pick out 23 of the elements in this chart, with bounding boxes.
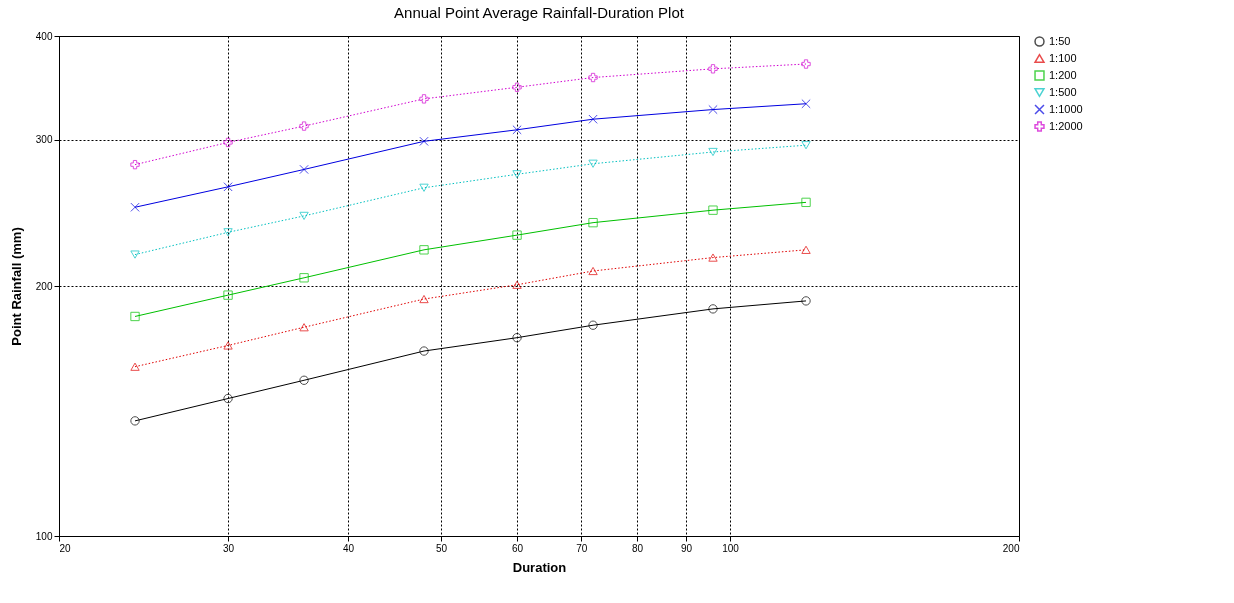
x-tick-label: 50 bbox=[435, 542, 448, 554]
x-tick-label: 90 bbox=[681, 542, 693, 554]
legend-label: 1:100 bbox=[1049, 51, 1077, 64]
legend-label: 1:1000 bbox=[1049, 102, 1083, 115]
chart-title: Annual Point Average Rainfall-Duration Plot bbox=[394, 4, 685, 21]
x-tick-label: 70 bbox=[576, 542, 588, 554]
y-axis-title: Point Rainfall (mm) bbox=[8, 227, 24, 346]
x-tick-label: 100 bbox=[722, 542, 740, 554]
x-tick-label: 60 bbox=[511, 542, 524, 554]
legend-label: 1:500 bbox=[1049, 85, 1077, 98]
x-tick-label: 30 bbox=[222, 542, 235, 554]
x-axis-title: Duration bbox=[512, 559, 567, 575]
x-tick-label: 200 bbox=[1002, 542, 1020, 554]
x-tick-label: 80 bbox=[631, 542, 644, 554]
legend-label: 1:200 bbox=[1049, 68, 1077, 81]
legend-label: 1:2000 bbox=[1049, 119, 1083, 132]
y-tick-label: 100 bbox=[35, 530, 53, 542]
y-tick-label: 400 bbox=[35, 30, 53, 42]
y-tick-label: 300 bbox=[35, 134, 53, 146]
x-tick-label: 40 bbox=[342, 542, 355, 554]
y-tick-label: 200 bbox=[35, 280, 53, 292]
legend-label: 1:50 bbox=[1049, 34, 1071, 47]
x-tick-label: 20 bbox=[59, 542, 72, 554]
